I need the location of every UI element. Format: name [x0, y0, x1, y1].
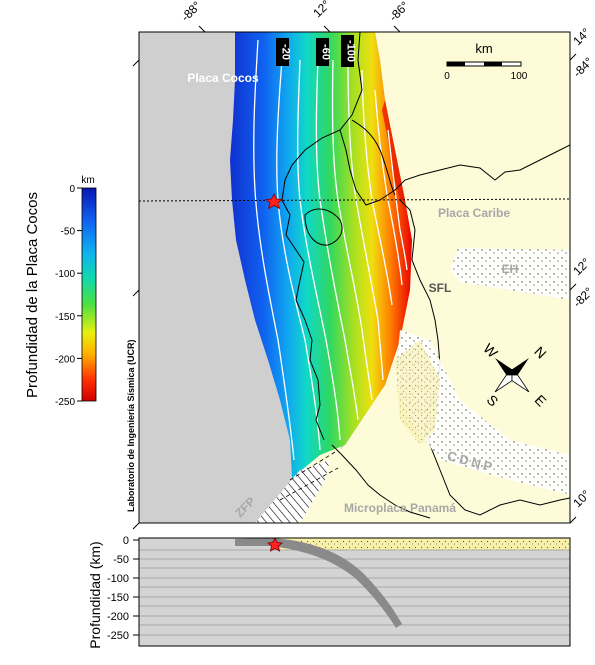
- colorbar-tick-50: -50: [61, 227, 76, 238]
- colorbar-tick-250: -250: [55, 397, 75, 408]
- colorbar-tick-100: -100: [55, 269, 75, 280]
- profile-gridlines: [139, 549, 570, 636]
- panama-dots: [395, 340, 440, 445]
- land-area: [300, 32, 570, 523]
- label-placa-caribe: Placa Caribe: [438, 206, 510, 220]
- colorbar: km 0 -50 -100 -150 -200 -250: [55, 175, 97, 408]
- profile-tick-0: 0: [123, 535, 129, 547]
- colorbar-tick-0: 0: [69, 184, 75, 195]
- compass-rose: [494, 358, 530, 393]
- profile-ylabel: Profundidad (km): [87, 541, 103, 648]
- profile-tick-250: -250: [107, 630, 129, 642]
- top-label-1: -88°: [178, 0, 204, 24]
- right-label-3: 12°: [570, 255, 593, 278]
- cdnp-zone: [395, 330, 570, 495]
- label-sfl: SFL: [429, 281, 452, 295]
- map-border: [138, 31, 571, 524]
- lake: [304, 208, 343, 246]
- profile-tick-100: -100: [107, 573, 129, 585]
- svg-text:-60: -60: [320, 44, 332, 60]
- label-placa-cocos: Placa Cocos: [187, 71, 259, 85]
- colorbar-title: Profundidad de la Placa Cocos: [24, 192, 41, 398]
- svg-text:100: 100: [511, 71, 528, 82]
- coastlines: [281, 32, 570, 519]
- label-microplaca-panama: Microplaca Panamá: [344, 501, 456, 515]
- profile-tick-150: -150: [107, 592, 129, 604]
- map-frame: -20 -60 -100 Placa Cocos Placa Caribe EH…: [139, 32, 570, 523]
- svg-text:-100: -100: [345, 40, 357, 62]
- slab-deep-band: [382, 100, 405, 200]
- contour-label-20: -20: [276, 38, 292, 66]
- profile-tick-200: -200: [107, 611, 129, 623]
- profile-panel: 0 -50 -100 -150 -200 -250: [107, 535, 571, 647]
- contour-label-100: -100: [341, 35, 357, 67]
- credit-text: Laboratorio de Ingeniería Sísmica (UCR): [126, 339, 136, 512]
- right-label-4: -82°: [570, 284, 595, 310]
- eh-zone: [450, 248, 570, 300]
- right-label-5: 10°: [570, 487, 593, 510]
- svg-text:km: km: [475, 41, 492, 56]
- scale-bar: km 0 100: [444, 41, 528, 82]
- colorbar-tick-200: -200: [55, 354, 75, 365]
- map-ticks: [132, 25, 577, 530]
- svg-text:-20: -20: [280, 44, 292, 60]
- top-label-2: 12°: [310, 0, 333, 20]
- colorbar-unit: km: [81, 175, 94, 186]
- right-label-2: -84°: [570, 54, 595, 80]
- top-label-3: -86°: [386, 0, 412, 24]
- contour-label-60: -60: [316, 38, 332, 66]
- zfp-dashes: [279, 451, 339, 501]
- right-label-1: 14°: [570, 25, 593, 48]
- epicenter-star-profile: [267, 537, 283, 552]
- svg-text:0: 0: [444, 71, 450, 82]
- zfp-zone: [255, 460, 330, 523]
- colorbar-tick-150: -150: [55, 312, 75, 323]
- slab-profile: [235, 538, 402, 628]
- epicenter-star-map: [265, 193, 283, 210]
- profile-tick-50: -50: [113, 554, 129, 566]
- label-eh: EH: [502, 262, 519, 276]
